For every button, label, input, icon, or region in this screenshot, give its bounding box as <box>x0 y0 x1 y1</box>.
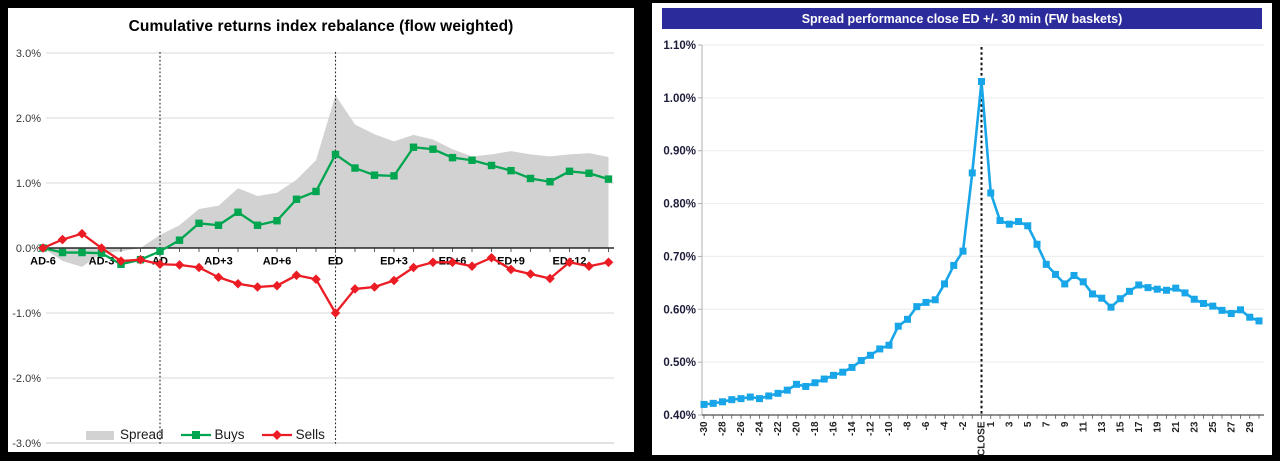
svg-text:-22: -22 <box>773 421 784 436</box>
svg-text:0.50%: 0.50% <box>663 357 696 369</box>
svg-text:-18: -18 <box>810 421 821 436</box>
sells-series <box>38 228 614 318</box>
legend-item-spread: Spread <box>86 427 164 442</box>
spread-area-series <box>43 95 609 267</box>
svg-text:0.0%: 0.0% <box>16 243 41 255</box>
legend-none-swatch-icon <box>86 430 114 440</box>
right-x-axis <box>702 414 1264 419</box>
svg-text:-10: -10 <box>884 421 895 436</box>
svg-text:-24: -24 <box>755 421 766 436</box>
left-chart-title: Cumulative returns index rebalance (flow… <box>128 18 514 35</box>
svg-text:0.90%: 0.90% <box>663 146 696 158</box>
legend-diamond-swatch-icon <box>261 429 292 440</box>
right-x-tick-labels: -30 -28 -26 -24 -22 -20 -18 -16 -14 -12 -10 -8 -6 -4-… <box>699 421 1256 455</box>
legend-item-buys: Buys <box>180 427 245 442</box>
svg-text:AD+3: AD+3 <box>204 256 232 268</box>
svg-text:AD-6: AD-6 <box>30 256 56 268</box>
svg-text:-2.0%: -2.0% <box>12 373 41 385</box>
right-chart-panel: Spread performance close ED +/- 30 min (… <box>652 3 1272 455</box>
svg-text:17: 17 <box>1134 421 1145 433</box>
left-chart-panel: Cumulative returns index rebalance (flow… <box>8 8 634 452</box>
svg-text:5: 5 <box>1023 421 1034 427</box>
svg-text:-3.0%: -3.0% <box>12 438 41 450</box>
right-gridlines <box>702 44 1264 363</box>
legend-label: Spread <box>120 427 164 442</box>
svg-text:-1.0%: -1.0% <box>12 308 41 320</box>
svg-text:ED: ED <box>328 256 343 268</box>
svg-text:23: 23 <box>1189 421 1200 433</box>
right-y-tick-labels: 1.10% 1.00% 0.90% 0.80% 0.70% 0.60% 0.50% 0.40% <box>663 40 696 422</box>
svg-text:-2: -2 <box>958 421 969 430</box>
svg-text:2.0%: 2.0% <box>16 113 41 125</box>
svg-text:-20: -20 <box>792 421 803 436</box>
left-event-lines <box>159 52 337 446</box>
svg-text:-16: -16 <box>829 421 840 436</box>
left-y-tick-labels: 3.0% 2.0% 1.0% 0.0% -1.0% -2.0% -3.0% <box>12 48 41 450</box>
svg-text:-26: -26 <box>736 421 747 436</box>
right-y-axis <box>698 44 703 416</box>
svg-text:19: 19 <box>1152 421 1163 433</box>
svg-text:-8: -8 <box>903 421 914 430</box>
svg-text:-30: -30 <box>699 421 710 436</box>
left-chart-legend: Spread Buys Sells <box>86 427 325 442</box>
svg-text:3.0%: 3.0% <box>16 48 41 60</box>
legend-label: Sells <box>295 427 325 442</box>
spread-close-series <box>700 77 1263 408</box>
svg-text:13: 13 <box>1097 421 1108 433</box>
svg-text:15: 15 <box>1115 421 1126 433</box>
legend-square-swatch-icon <box>180 430 211 439</box>
svg-text:29: 29 <box>1245 421 1256 433</box>
svg-text:ED+3: ED+3 <box>380 256 408 268</box>
svg-text:0.70%: 0.70% <box>663 251 696 263</box>
svg-text:1: 1 <box>986 421 997 427</box>
svg-text:AD-3: AD-3 <box>89 256 115 268</box>
left-chart-plot: AD-6AD-3ADAD+3AD+6EDED+3ED+6ED+9ED+123.0… <box>12 48 614 450</box>
legend-item-sells: Sells <box>261 427 325 442</box>
svg-text:1.0%: 1.0% <box>16 178 41 190</box>
svg-text:27: 27 <box>1226 421 1237 433</box>
svg-text:0.60%: 0.60% <box>663 304 696 316</box>
svg-text:3: 3 <box>1004 421 1015 427</box>
svg-text:0.80%: 0.80% <box>663 199 696 211</box>
svg-text:9: 9 <box>1060 421 1071 427</box>
svg-text:-6: -6 <box>921 421 932 430</box>
svg-text:1.00%: 1.00% <box>663 93 696 105</box>
svg-text:7: 7 <box>1041 421 1052 427</box>
right-chart-title: Spread performance close ED +/- 30 min (… <box>801 11 1123 26</box>
legend-label: Buys <box>214 427 245 442</box>
svg-text:-14: -14 <box>847 421 858 436</box>
svg-text:-4: -4 <box>940 421 951 430</box>
svg-text:-12: -12 <box>866 421 877 436</box>
svg-text:11: 11 <box>1078 421 1089 432</box>
svg-text:21: 21 <box>1171 421 1182 433</box>
right-chart-plot: 1.10% 1.00% 0.90% 0.80% 0.70% 0.60% 0.50% 0.40%… <box>663 40 1264 455</box>
svg-text:CLOSE: CLOSE <box>977 421 988 455</box>
svg-text:0.40%: 0.40% <box>663 410 696 422</box>
svg-text:25: 25 <box>1208 421 1219 433</box>
svg-text:AD+6: AD+6 <box>263 256 291 268</box>
right-chart-title-bar: Spread performance close ED +/- 30 min (… <box>662 8 1262 29</box>
svg-text:1.10%: 1.10% <box>663 40 696 52</box>
svg-text:-28: -28 <box>718 421 729 436</box>
